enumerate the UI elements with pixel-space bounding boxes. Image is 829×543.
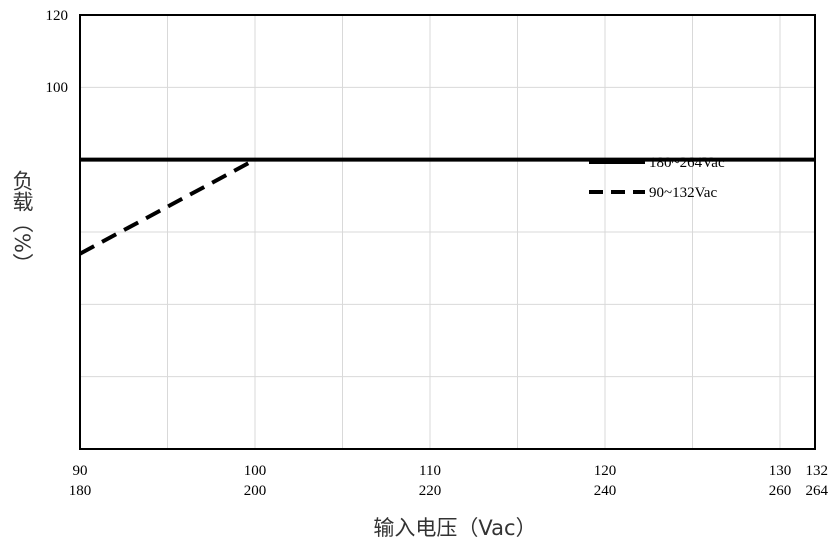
x-tick-label-row2: 260 xyxy=(769,483,792,499)
y-tick-label-120: 120 xyxy=(46,8,69,24)
legend-label-90-132: 90~132Vac xyxy=(649,185,717,201)
x-tick-label-row2: 180 xyxy=(69,483,92,499)
y-axis-title: 负载（%） xyxy=(10,170,34,274)
plot-frame xyxy=(79,14,816,450)
x-tick-labels: 90 100 110 120 130 132 180 200 220 240 260 264 xyxy=(69,463,829,499)
series-line-dashed xyxy=(79,157,256,256)
x-tick-label-row2: 200 xyxy=(244,483,267,499)
x-tick-label-row1: 90 xyxy=(73,463,88,479)
x-tick-label-row2: 240 xyxy=(594,483,617,499)
x-tick-label-row1: 130 xyxy=(769,463,792,479)
gridlines xyxy=(80,15,815,449)
legend: 180~264Vac 90~132Vac xyxy=(589,155,725,201)
x-tick-label-row2: 264 xyxy=(806,483,829,499)
series-layer xyxy=(79,157,815,256)
x-tick-label-row1: 132 xyxy=(806,463,829,479)
y-tick-labels: 120 100 xyxy=(46,8,69,96)
x-tick-label-row2: 220 xyxy=(419,483,442,499)
x-tick-label-row1: 110 xyxy=(419,463,441,479)
legend-label-180-264: 180~264Vac xyxy=(649,155,725,171)
y-tick-label-100: 100 xyxy=(46,80,69,96)
x-tick-label-row1: 120 xyxy=(594,463,617,479)
x-axis-title: 输入电压（Vac） xyxy=(373,516,536,540)
x-tick-label-row1: 100 xyxy=(244,463,267,479)
